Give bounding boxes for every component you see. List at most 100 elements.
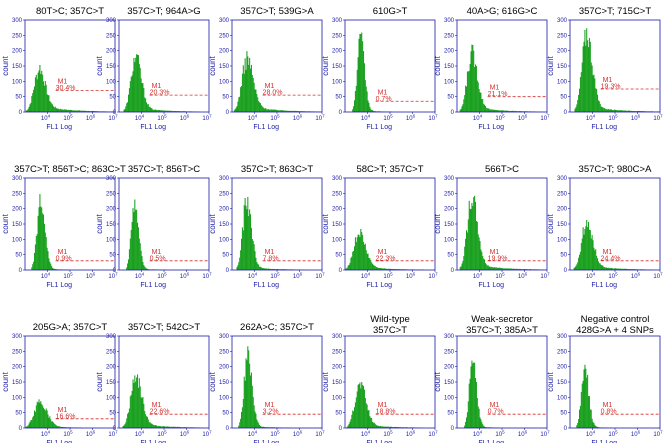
histogram-bar (574, 108, 576, 112)
histogram-bar (525, 269, 527, 270)
histogram-bar (395, 426, 397, 428)
x-tick-label: 106 (86, 272, 96, 281)
histogram-bar (245, 205, 247, 270)
histogram-bar (580, 243, 582, 270)
histogram-bar (380, 425, 382, 428)
y-tick-label: 100 (444, 395, 455, 401)
y-tick-label: 250 (332, 33, 343, 39)
histogram-bar (358, 384, 360, 428)
gate-percent: 18.8% (376, 409, 396, 416)
y-tick-label: 200 (106, 207, 117, 213)
histogram-bar (579, 405, 581, 428)
panel-title: 357C>T; 980C>A (579, 164, 653, 175)
x-tick-base: 10 (315, 116, 322, 122)
histogram-bar (28, 106, 30, 112)
histogram-bar (623, 110, 625, 112)
histogram-bar (465, 238, 467, 270)
histogram-bar (163, 110, 165, 112)
x-tick-base: 10 (473, 274, 480, 280)
y-tick-label: 150 (12, 64, 23, 70)
y-tick-label: 150 (106, 380, 117, 386)
histogram-bar (378, 267, 380, 270)
x-tick-base: 10 (406, 432, 413, 438)
x-tick-exp: 5 (277, 430, 280, 435)
histogram-bar (287, 110, 289, 112)
histogram-bar (357, 384, 359, 428)
histogram-bar (169, 110, 171, 112)
histogram-bar (376, 267, 378, 270)
x-tick-exp: 5 (70, 272, 73, 277)
histogram-bar (53, 107, 55, 112)
histogram-bar (496, 267, 498, 270)
histogram-bar (603, 108, 605, 112)
histogram-bar (474, 67, 476, 112)
histogram-bar (605, 267, 607, 270)
x-tick-base: 10 (473, 116, 480, 122)
histogram-bar (622, 268, 624, 270)
histogram-bar (613, 110, 615, 112)
histogram-bar (475, 201, 477, 270)
histogram-bar (61, 426, 63, 428)
histogram-bar (606, 267, 608, 270)
histogram-bar (361, 232, 363, 270)
histogram-bar (625, 268, 627, 270)
histogram-bar (574, 267, 576, 270)
x-tick-base: 10 (180, 116, 187, 122)
x-tick-exp: 5 (390, 114, 393, 119)
y-axis-label: count (1, 55, 10, 75)
marker-label: M1 (490, 402, 500, 409)
histogram-bar (244, 58, 246, 112)
histogram-bar (274, 109, 276, 112)
histogram-bar (364, 243, 366, 270)
histogram-bar (478, 88, 480, 112)
histogram-bar (135, 209, 137, 270)
x-tick-base: 10 (41, 274, 48, 280)
histogram-bar (271, 109, 273, 112)
x-tick-exp: 5 (615, 430, 618, 435)
histogram-bar (579, 254, 581, 270)
histogram-bar (250, 375, 252, 428)
histogram-bar (143, 403, 145, 428)
histogram-bar (137, 227, 139, 270)
histogram-bar (387, 426, 389, 428)
histogram-bar (624, 268, 626, 270)
histogram-bar (126, 267, 128, 270)
histogram-bar (25, 110, 27, 112)
histogram-bar (256, 94, 258, 112)
histogram-bar (34, 410, 36, 428)
histogram-bar (470, 51, 472, 112)
histogram-bar (246, 209, 248, 270)
panel-title: 428G>A + 4 SNPs (576, 325, 654, 336)
histogram-bar (355, 397, 357, 428)
histogram-bar (127, 413, 129, 428)
histogram-bar (175, 427, 177, 428)
histogram-bar (579, 251, 581, 270)
y-tick-label: 100 (444, 79, 455, 85)
x-axis-label: FL1 Log (366, 282, 392, 289)
histogram-bar (181, 427, 183, 428)
histogram-bar (602, 107, 604, 112)
histogram-bar (34, 86, 36, 112)
histogram-bar (480, 92, 482, 112)
x-tick-base: 10 (315, 432, 322, 438)
histogram-bar (590, 409, 592, 428)
x-tick-base: 10 (157, 116, 164, 122)
x-tick-exp: 4 (255, 430, 258, 435)
x-tick-base: 10 (361, 274, 368, 280)
histogram-bar (62, 109, 64, 112)
histogram-bar (466, 412, 468, 428)
histogram-bar (459, 109, 461, 112)
y-tick-label: 100 (12, 395, 23, 401)
x-tick-base: 10 (315, 274, 322, 280)
histogram-bar (145, 98, 147, 112)
histogram-bar (283, 110, 285, 112)
histogram-bar (516, 268, 518, 270)
panel-title: 357C>T; 863C>T (241, 164, 314, 175)
histogram-bar (139, 67, 141, 112)
histogram-bar (372, 110, 374, 112)
histogram-bar (168, 110, 170, 112)
histogram-bar (462, 104, 464, 112)
histogram-bar (578, 94, 580, 112)
histogram-bar (54, 106, 56, 112)
histogram-bar (137, 55, 139, 112)
